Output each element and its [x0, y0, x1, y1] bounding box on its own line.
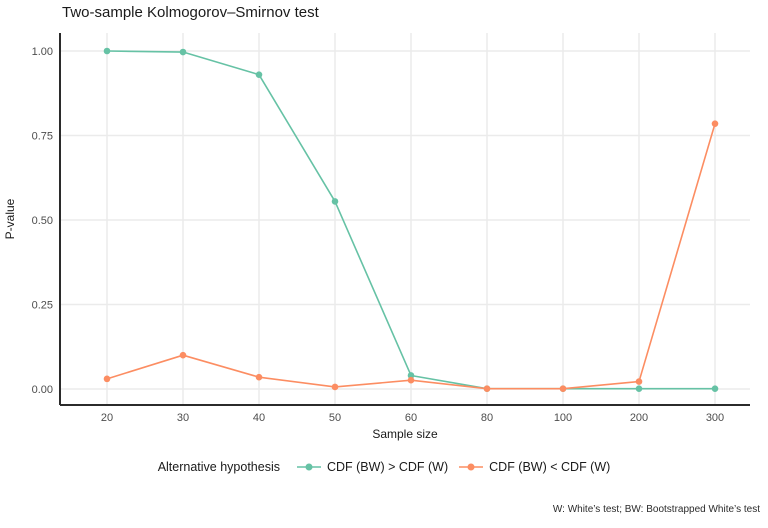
- data-point-1: [331, 383, 339, 391]
- data-point-1: [407, 376, 415, 384]
- data-point-0: [255, 71, 263, 78]
- y-tick-label: 1.00: [32, 46, 53, 58]
- data-point-1: [255, 373, 263, 381]
- legend-title: Alternative hypothesis: [157, 460, 280, 474]
- data-point-0: [635, 385, 643, 392]
- x-tick-label: 50: [329, 412, 341, 424]
- x-tick-label: 60: [405, 412, 417, 424]
- plot-area: 0.00 0.25 0.50 0.75 1.00 20 30 40 50 60 80 100 200 30…: [3, 33, 750, 441]
- y-axis-title: P-value: [3, 198, 17, 239]
- legend: Alternative hypothesis CDF (BW) > CDF (W…: [0, 460, 768, 474]
- x-tick-label: 30: [177, 412, 189, 424]
- data-point-1: [635, 378, 643, 385]
- data-point-0: [407, 372, 415, 379]
- data-point-0: [179, 48, 187, 56]
- legend-item-less: CDF (BW) < CDF (W): [458, 460, 610, 474]
- x-tick-label: 300: [706, 412, 724, 424]
- data-point-1: [103, 375, 111, 383]
- y-tick-label: 0.75: [32, 131, 53, 143]
- x-tick-label: 20: [101, 412, 113, 424]
- data-point-1: [483, 385, 491, 392]
- data-point-1: [711, 120, 719, 127]
- x-axis-title: Sample size: [372, 427, 438, 441]
- y-tick-label: 0.00: [32, 384, 53, 396]
- chart-caption: W: White’s test; BW: Bootstrapped White’…: [552, 504, 760, 515]
- x-tick-label: 80: [481, 412, 493, 424]
- legend-key-greater-icon: [296, 463, 321, 471]
- legend-key-less-icon: [459, 463, 484, 471]
- y-tick-label: 0.25: [32, 300, 53, 312]
- legend-item-greater: CDF (BW) > CDF (W): [296, 460, 448, 474]
- data-point-1: [179, 351, 187, 359]
- data-point-0: [711, 385, 719, 392]
- legend-label-greater: CDF (BW) > CDF (W): [326, 460, 449, 474]
- y-tick-label: 0.50: [32, 215, 53, 227]
- chart-title: Two-sample Kolmogorov–Smirnov test: [62, 4, 319, 21]
- data-point-0: [103, 47, 111, 55]
- data-point-0: [331, 198, 339, 205]
- legend-label-less: CDF (BW) < CDF (W): [489, 460, 611, 474]
- x-tick-label: 40: [253, 412, 265, 424]
- data-point-1: [559, 385, 567, 392]
- x-tick-label: 100: [554, 412, 572, 424]
- x-tick-label: 200: [630, 412, 648, 424]
